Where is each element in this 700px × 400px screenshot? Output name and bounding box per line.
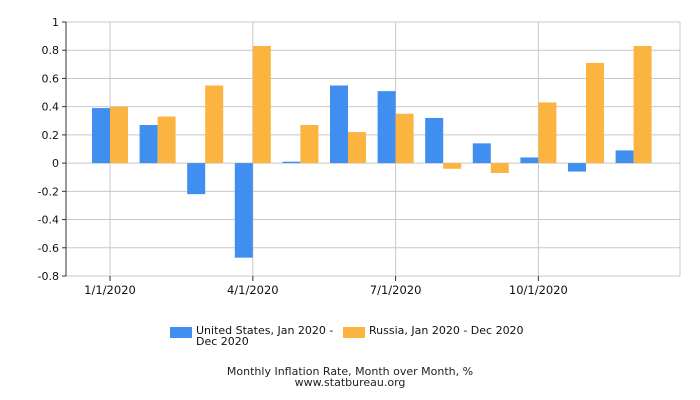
legend: United States, Jan 2020 -Dec 2020 Russia,…: [170, 324, 524, 348]
x-tick-label: 1/1/2020: [84, 283, 136, 297]
axis-layer: 1 0.8 0.6 0.4 0.2 0 -0.2 -0.4 -0.6 -0.8 1/1/2020 4/…: [38, 16, 568, 297]
bar-russia: [586, 62, 604, 164]
y-tick-label: 0: [52, 157, 59, 170]
x-tick-label: 7/1/2020: [370, 283, 422, 297]
bar-russia: [538, 102, 557, 164]
bar-united-states: [234, 163, 253, 258]
bar-united-states: [92, 108, 110, 164]
legend-label-united-states: Dec 2020: [196, 335, 249, 348]
bar-united-states: [187, 163, 206, 195]
caption-line-1: Monthly Inflation Rate, Month over Month…: [227, 365, 473, 378]
bar-russia: [157, 116, 176, 164]
bar-united-states: [472, 143, 491, 164]
y-tick-label: -0.4: [38, 214, 59, 227]
bar-russia: [633, 45, 652, 164]
y-tick-label: 0.6: [42, 72, 60, 85]
x-tick-label: 10/1/2020: [509, 283, 568, 297]
x-tick-label: 4/1/2020: [227, 283, 279, 297]
bars-layer: [92, 45, 652, 258]
y-tick-label: -0.8: [38, 270, 59, 283]
y-tick-label: -0.6: [38, 242, 59, 255]
bar-russia: [490, 163, 509, 173]
bar-russia: [348, 132, 366, 164]
bar-russia: [443, 163, 462, 169]
legend-swatch-united-states: [170, 327, 192, 338]
legend-label-russia: Russia, Jan 2020 - Dec 2020: [369, 324, 524, 337]
caption-line-2: www.statbureau.org: [295, 376, 406, 389]
bar-united-states: [377, 91, 396, 164]
y-tick-label: 0.4: [42, 101, 60, 114]
bar-united-states: [139, 125, 158, 164]
bar-united-states: [330, 85, 348, 164]
bar-united-states: [615, 150, 634, 164]
y-tick-label: -0.2: [38, 185, 59, 198]
bar-united-states: [425, 117, 444, 164]
y-tick-label: 0.2: [42, 129, 60, 142]
bar-russia: [300, 125, 319, 164]
y-tick-label: 0.8: [42, 44, 60, 57]
bar-russia: [205, 85, 224, 164]
bar-united-states: [282, 161, 301, 164]
legend-swatch-russia: [343, 327, 365, 338]
bar-united-states: [520, 157, 539, 164]
legend-label-united-states: United States, Jan 2020 -: [196, 324, 333, 337]
bar-russia: [252, 45, 271, 164]
bar-russia: [110, 106, 128, 164]
bar-united-states: [568, 163, 586, 172]
y-tick-label: 1: [52, 16, 59, 29]
bar-russia: [395, 113, 414, 164]
